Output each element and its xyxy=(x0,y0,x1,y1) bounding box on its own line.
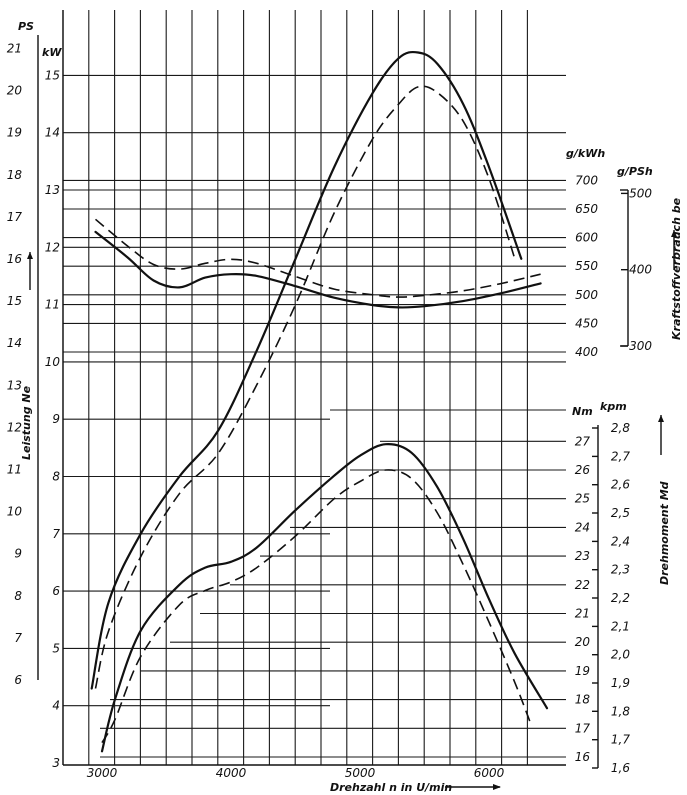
nm-tick-label: 24 xyxy=(575,520,590,534)
torque-axis-arrow-head xyxy=(658,415,664,422)
kpm-tick-label: 1,6 xyxy=(611,761,630,775)
nm-tick-label: 23 xyxy=(575,549,590,563)
ps-tick-label: 11 xyxy=(7,463,22,477)
kw-tick-label: 6 xyxy=(52,584,60,598)
curves xyxy=(90,50,549,753)
kw-tick-label: 8 xyxy=(52,470,60,484)
ps-tick-label: 13 xyxy=(7,378,22,392)
gpsh-unit-label: g/PSh xyxy=(617,165,653,178)
kpm-tick-label: 2,3 xyxy=(611,563,630,577)
kw-tick-label: 11 xyxy=(45,298,60,312)
kpm-tick-label: 2,5 xyxy=(611,506,630,520)
ps-tick-label: 10 xyxy=(7,505,23,519)
power-axis-arrow-head xyxy=(27,252,33,259)
kpm-tick-label: 2,7 xyxy=(611,449,630,463)
gkwh-tick-label: 700 xyxy=(575,173,598,187)
ps-tick-label: 20 xyxy=(7,84,23,98)
nm-tick-label: 27 xyxy=(575,434,591,448)
kpm-tick-label: 2,8 xyxy=(611,421,630,435)
gkwh-tick-label: 450 xyxy=(575,316,598,330)
kpm-tick-label: 2,6 xyxy=(611,478,630,492)
kw-tick-label: 15 xyxy=(45,68,60,82)
x-axis-title: Drehzahl n in U/min xyxy=(330,781,452,794)
x-tick-label: 4000 xyxy=(216,766,247,780)
nm-tick-label: 21 xyxy=(575,607,590,621)
kpm-tick-label: 2,2 xyxy=(611,591,630,605)
kw-tick-label: 5 xyxy=(52,641,60,655)
nm-tick-label: 18 xyxy=(575,693,591,707)
grid xyxy=(62,10,566,766)
kw-tick-label: 12 xyxy=(45,240,60,254)
nm-unit-label: Nm xyxy=(572,405,593,418)
kpm-tick-label: 2,4 xyxy=(611,534,630,548)
kw-unit-label: kW xyxy=(42,46,62,59)
kw-tick-label: 3 xyxy=(52,756,60,770)
ps-tick-label: 19 xyxy=(7,126,22,140)
kw-tick-label: 14 xyxy=(45,126,60,140)
series-nm-dashed-line xyxy=(101,469,532,744)
kw-tick-label: 7 xyxy=(52,527,60,541)
x-tick-label: 6000 xyxy=(474,766,505,780)
nm-tick-label: 25 xyxy=(575,492,590,506)
gpsh-tick-label: 400 xyxy=(629,263,652,277)
kw-tick-label: 13 xyxy=(45,183,60,197)
ps-tick-label: 7 xyxy=(14,631,22,645)
series-gkwh-dashed-line xyxy=(94,218,541,298)
consumption-axis-title: Kraftstoffverbrauch be xyxy=(670,197,683,340)
gpsh-tick-label: 500 xyxy=(629,186,652,200)
kpm-tick-label: 1,7 xyxy=(611,733,630,747)
ps-tick-label: 15 xyxy=(7,294,22,308)
ps-tick-label: 16 xyxy=(7,252,23,266)
ps-tick-label: 18 xyxy=(7,168,23,182)
kpm-tick-label: 2,0 xyxy=(611,648,630,662)
kw-tick-label: 10 xyxy=(45,355,61,369)
labels: PS kW Leistung Ne g/kWh g/PSh Kraftstoff… xyxy=(18,20,683,794)
consumption-axis-arrow-head xyxy=(671,230,677,237)
ps-tick-label: 9 xyxy=(14,547,22,561)
x-axis-arrow-head xyxy=(493,784,501,790)
gkwh-tick-label: 600 xyxy=(575,231,598,245)
gpsh-tick-label: 300 xyxy=(629,339,652,353)
series-gkwh-solid-line xyxy=(94,230,542,309)
series-nm-solid-line xyxy=(100,443,549,753)
kw-tick-label: 9 xyxy=(52,412,60,426)
series-kw-dashed-line xyxy=(94,85,516,689)
series-kw-solid-line xyxy=(90,50,523,690)
x-tick-label: 5000 xyxy=(345,766,376,780)
ps-tick-label: 14 xyxy=(7,336,22,350)
axes: 21 20 19 18 17 16 15 14 13 12 11 10 9 8 7 6 15 14 13 12 11 10… xyxy=(7,35,677,790)
nm-tick-label: 16 xyxy=(575,750,591,764)
nm-tick-label: 19 xyxy=(575,664,590,678)
gkwh-tick-label: 650 xyxy=(575,202,598,216)
gkwh-tick-label: 500 xyxy=(575,288,598,302)
ps-tick-label: 8 xyxy=(14,589,22,603)
ps-tick-label: 12 xyxy=(7,420,22,434)
ps-tick-label: 6 xyxy=(14,673,22,687)
ps-unit-label: PS xyxy=(18,20,34,33)
kpm-tick-label: 1,8 xyxy=(611,704,630,718)
kpm-unit-label: kpm xyxy=(600,400,627,413)
torque-axis-title: Drehmoment Md xyxy=(658,481,671,585)
nm-tick-label: 20 xyxy=(575,635,591,649)
kw-tick-label: 4 xyxy=(52,699,60,713)
ps-tick-label: 21 xyxy=(7,42,22,56)
nm-tick-label: 26 xyxy=(575,463,591,477)
ps-tick-label: 17 xyxy=(7,210,23,224)
gkwh-tick-label: 550 xyxy=(575,259,598,273)
kpm-tick-label: 1,9 xyxy=(611,676,630,690)
x-tick-label: 3000 xyxy=(87,766,118,780)
power-axis-title: Leistung Ne xyxy=(20,385,33,460)
kpm-tick-label: 2,1 xyxy=(611,619,630,633)
nm-tick-label: 22 xyxy=(575,578,590,592)
nm-tick-label: 17 xyxy=(575,721,591,735)
gkwh-tick-label: 400 xyxy=(575,345,598,359)
gkwh-unit-label: g/kWh xyxy=(566,147,605,160)
